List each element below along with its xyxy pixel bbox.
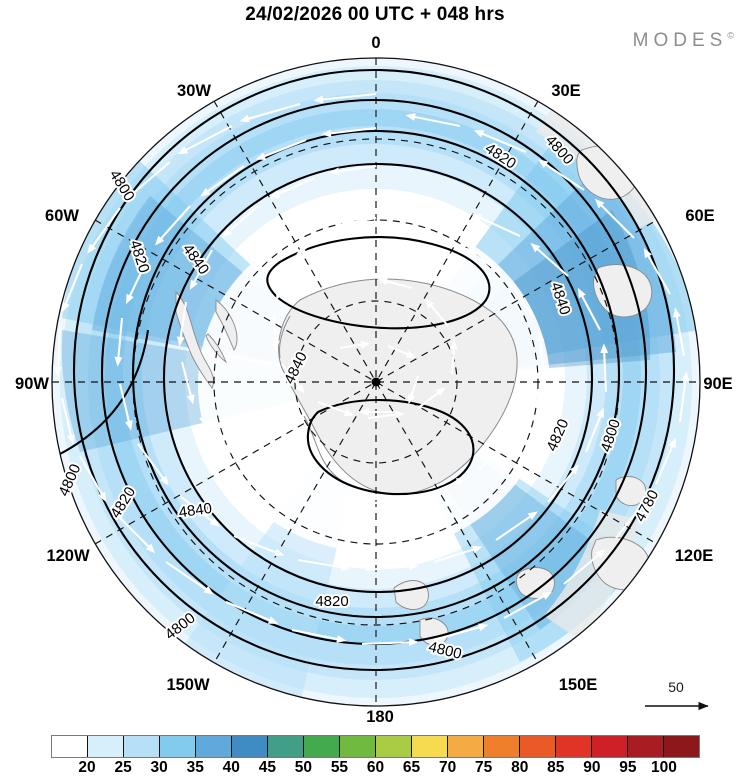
map-svg: 4800 4820 4840 4820 4800 4840 4840 4820 … [15,34,733,726]
colorbar-tick-50: 50 [294,759,312,776]
colorbar-tick-45: 45 [258,759,276,776]
colorbar-cell-8[interactable] [340,736,376,757]
colorbar-tick-40: 40 [222,759,240,776]
colorbar-cell-3[interactable] [160,736,196,757]
colorbar-tick-80: 80 [511,759,529,776]
colorbar-cell-11[interactable] [448,736,484,757]
polar-stereographic-map: 4800 4820 4840 4820 4800 4840 4840 4820 … [15,34,733,726]
colorbar-cell-9[interactable] [376,736,412,757]
antarctica-landmass [278,278,518,495]
page-title: 24/02/2026 00 UTC + 048 hrs [245,4,505,25]
colorbar-tick-25: 25 [114,759,132,776]
colorbar-cell-4[interactable] [196,736,232,757]
longitude-labels: 0 30E 60E 90E 120E 150E 180 150W 120W 90… [15,34,733,726]
colorbar-cell-2[interactable] [124,736,160,757]
lon-label-150W: 150W [166,676,210,694]
colorbar-cell-15[interactable] [592,736,628,757]
reference-vector: 50 [645,679,709,711]
colorbar-tick-75: 75 [475,759,493,776]
colorbar-cell-13[interactable] [520,736,556,757]
colorbar-tick-85: 85 [547,759,565,776]
colorbar-cell-16[interactable] [628,736,664,757]
colorbar-tick-95: 95 [619,759,637,776]
colorbar-tick-30: 30 [150,759,168,776]
lon-label-120E: 120E [675,547,714,565]
colorbar-cell-0[interactable] [52,736,88,757]
colorbar-cell-1[interactable] [88,736,124,757]
colorbar-tick-90: 90 [583,759,601,776]
lon-label-60W: 60W [45,207,79,225]
colorbar-tick-20: 20 [78,759,96,776]
colorbar-tick-55: 55 [330,759,349,776]
lon-label-120W: 120W [46,547,90,565]
colorbar-ticks: 20 25 30 35 40 45 50 55 60 65 70 75 80 85 90 95 100 [51,759,700,781]
wind-streamlines [54,92,690,647]
copyright-mark: © [727,30,734,41]
lon-label-30E: 30E [551,82,580,100]
modes-logo: MODES© [633,30,734,52]
lon-label-90W: 90W [15,375,49,393]
lon-label-90E: 90E [703,375,732,393]
colorbar-tick-65: 65 [402,759,421,776]
lon-label-180: 180 [366,708,394,726]
reference-vector-label: 50 [668,679,684,695]
colorbar-cell-12[interactable] [484,736,520,757]
modes-logo-text: MODES [632,30,728,51]
lon-label-60E: 60E [685,207,714,225]
colorbar-cell-5[interactable] [232,736,268,757]
colorbar-tick-100: 100 [651,759,677,776]
lon-label-0: 0 [371,34,380,52]
map-contents [52,58,700,706]
colorbar-tick-70: 70 [438,759,457,776]
south-pole-dot [371,377,381,387]
colorbar-cell-7[interactable] [304,736,340,757]
colorbar-cell-14[interactable] [556,736,592,757]
colorbar-tick-35: 35 [186,759,204,776]
contour-label: 4820 [315,593,348,610]
map-boundary-circle [51,57,701,707]
lon-label-150E: 150E [559,676,598,694]
colorbar-cell-10[interactable] [412,736,448,757]
colorbar[interactable] [51,735,700,758]
colorbar-tick-60: 60 [366,759,385,776]
lon-label-30W: 30W [177,82,211,100]
colorbar-cell-17[interactable] [664,736,699,757]
colorbar-cell-6[interactable] [268,736,304,757]
